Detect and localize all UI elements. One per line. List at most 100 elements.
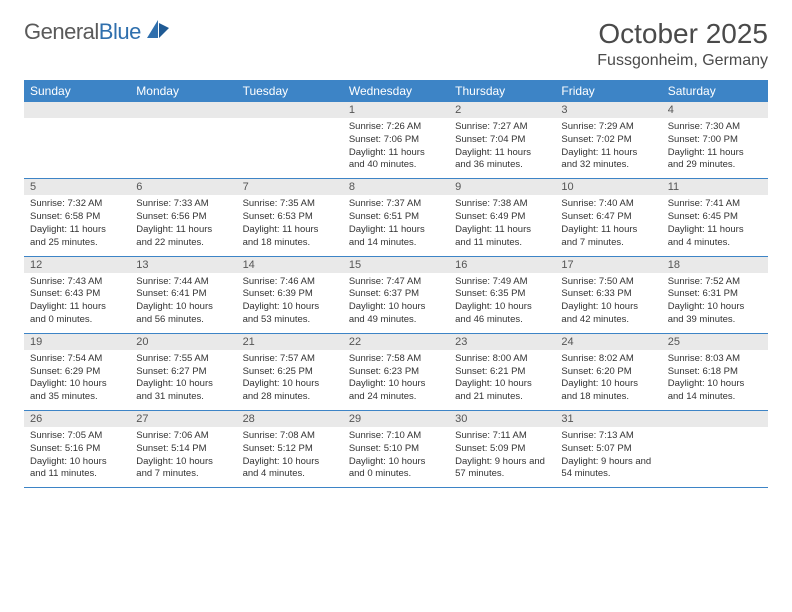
- day-number: 27: [130, 411, 236, 427]
- day-number: [130, 102, 236, 118]
- sunset-text: Sunset: 5:07 PM: [561, 443, 655, 456]
- day-cell: 16Sunrise: 7:49 AMSunset: 6:35 PMDayligh…: [449, 257, 555, 333]
- day-cell: 24Sunrise: 8:02 AMSunset: 6:20 PMDayligh…: [555, 334, 661, 410]
- sunrise-text: Sunrise: 8:03 AM: [668, 353, 762, 366]
- sunset-text: Sunset: 6:58 PM: [30, 211, 124, 224]
- sunset-text: Sunset: 6:27 PM: [136, 366, 230, 379]
- brand-word2: Blue: [99, 19, 141, 44]
- day-number: 28: [237, 411, 343, 427]
- sunset-text: Sunset: 6:29 PM: [30, 366, 124, 379]
- sunrise-text: Sunrise: 7:50 AM: [561, 276, 655, 289]
- day-cell: 27Sunrise: 7:06 AMSunset: 5:14 PMDayligh…: [130, 411, 236, 487]
- day-info: Sunrise: 8:03 AMSunset: 6:18 PMDaylight:…: [662, 350, 768, 410]
- weeks-container: 1Sunrise: 7:26 AMSunset: 7:06 PMDaylight…: [24, 102, 768, 488]
- day-number: 10: [555, 179, 661, 195]
- day-info: Sunrise: 7:35 AMSunset: 6:53 PMDaylight:…: [237, 195, 343, 255]
- week-row: 19Sunrise: 7:54 AMSunset: 6:29 PMDayligh…: [24, 334, 768, 411]
- sunset-text: Sunset: 6:43 PM: [30, 288, 124, 301]
- day-number: 5: [24, 179, 130, 195]
- day-cell: 21Sunrise: 7:57 AMSunset: 6:25 PMDayligh…: [237, 334, 343, 410]
- header: GeneralBlue October 2025 Fussgonheim, Ge…: [24, 18, 768, 70]
- daylight-text: Daylight: 11 hours and 4 minutes.: [668, 224, 762, 250]
- day-info: Sunrise: 7:37 AMSunset: 6:51 PMDaylight:…: [343, 195, 449, 255]
- sunrise-text: Sunrise: 7:26 AM: [349, 121, 443, 134]
- day-info: Sunrise: 7:33 AMSunset: 6:56 PMDaylight:…: [130, 195, 236, 255]
- weekday-header: Friday: [555, 80, 661, 102]
- sunset-text: Sunset: 6:25 PM: [243, 366, 337, 379]
- day-number: 13: [130, 257, 236, 273]
- day-number: 2: [449, 102, 555, 118]
- sunrise-text: Sunrise: 7:41 AM: [668, 198, 762, 211]
- day-cell: 14Sunrise: 7:46 AMSunset: 6:39 PMDayligh…: [237, 257, 343, 333]
- sunrise-text: Sunrise: 8:00 AM: [455, 353, 549, 366]
- day-cell: 19Sunrise: 7:54 AMSunset: 6:29 PMDayligh…: [24, 334, 130, 410]
- day-info: Sunrise: 7:05 AMSunset: 5:16 PMDaylight:…: [24, 427, 130, 487]
- day-cell: 1Sunrise: 7:26 AMSunset: 7:06 PMDaylight…: [343, 102, 449, 178]
- day-info: Sunrise: 8:00 AMSunset: 6:21 PMDaylight:…: [449, 350, 555, 410]
- day-info: Sunrise: 7:50 AMSunset: 6:33 PMDaylight:…: [555, 273, 661, 333]
- sunset-text: Sunset: 6:23 PM: [349, 366, 443, 379]
- daylight-text: Daylight: 11 hours and 40 minutes.: [349, 147, 443, 173]
- title-block: October 2025 Fussgonheim, Germany: [597, 18, 768, 70]
- daylight-text: Daylight: 11 hours and 11 minutes.: [455, 224, 549, 250]
- day-number: 24: [555, 334, 661, 350]
- sunrise-text: Sunrise: 7:08 AM: [243, 430, 337, 443]
- sunset-text: Sunset: 5:12 PM: [243, 443, 337, 456]
- daylight-text: Daylight: 10 hours and 0 minutes.: [349, 456, 443, 482]
- sunset-text: Sunset: 5:09 PM: [455, 443, 549, 456]
- day-info: Sunrise: 7:32 AMSunset: 6:58 PMDaylight:…: [24, 195, 130, 255]
- sunset-text: Sunset: 6:18 PM: [668, 366, 762, 379]
- day-number: 18: [662, 257, 768, 273]
- day-info: Sunrise: 7:43 AMSunset: 6:43 PMDaylight:…: [24, 273, 130, 333]
- daylight-text: Daylight: 10 hours and 56 minutes.: [136, 301, 230, 327]
- sunrise-text: Sunrise: 7:30 AM: [668, 121, 762, 134]
- day-info: Sunrise: 7:29 AMSunset: 7:02 PMDaylight:…: [555, 118, 661, 178]
- sunrise-text: Sunrise: 7:47 AM: [349, 276, 443, 289]
- sunrise-text: Sunrise: 7:05 AM: [30, 430, 124, 443]
- day-info: Sunrise: 7:30 AMSunset: 7:00 PMDaylight:…: [662, 118, 768, 178]
- day-number: 1: [343, 102, 449, 118]
- sunrise-text: Sunrise: 7:52 AM: [668, 276, 762, 289]
- sunset-text: Sunset: 6:39 PM: [243, 288, 337, 301]
- day-info: Sunrise: 7:46 AMSunset: 6:39 PMDaylight:…: [237, 273, 343, 333]
- calendar-grid: Sunday Monday Tuesday Wednesday Thursday…: [24, 80, 768, 488]
- day-info: Sunrise: 7:55 AMSunset: 6:27 PMDaylight:…: [130, 350, 236, 410]
- daylight-text: Daylight: 10 hours and 46 minutes.: [455, 301, 549, 327]
- sunset-text: Sunset: 5:10 PM: [349, 443, 443, 456]
- sunrise-text: Sunrise: 7:32 AM: [30, 198, 124, 211]
- day-info: [130, 118, 236, 168]
- day-cell: [130, 102, 236, 178]
- day-number: 21: [237, 334, 343, 350]
- day-number: 22: [343, 334, 449, 350]
- day-number: 8: [343, 179, 449, 195]
- week-row: 1Sunrise: 7:26 AMSunset: 7:06 PMDaylight…: [24, 102, 768, 179]
- day-cell: 5Sunrise: 7:32 AMSunset: 6:58 PMDaylight…: [24, 179, 130, 255]
- day-number: 9: [449, 179, 555, 195]
- brand-logo: GeneralBlue: [24, 18, 171, 45]
- sunrise-text: Sunrise: 7:49 AM: [455, 276, 549, 289]
- day-cell: 2Sunrise: 7:27 AMSunset: 7:04 PMDaylight…: [449, 102, 555, 178]
- day-info: Sunrise: 7:08 AMSunset: 5:12 PMDaylight:…: [237, 427, 343, 487]
- day-number: [237, 102, 343, 118]
- day-number: 15: [343, 257, 449, 273]
- day-number: 16: [449, 257, 555, 273]
- day-info: Sunrise: 7:54 AMSunset: 6:29 PMDaylight:…: [24, 350, 130, 410]
- sunset-text: Sunset: 6:47 PM: [561, 211, 655, 224]
- day-info: Sunrise: 7:57 AMSunset: 6:25 PMDaylight:…: [237, 350, 343, 410]
- day-number: 14: [237, 257, 343, 273]
- weekday-header: Saturday: [662, 80, 768, 102]
- location-label: Fussgonheim, Germany: [597, 52, 768, 70]
- day-number: 3: [555, 102, 661, 118]
- sunrise-text: Sunrise: 7:44 AM: [136, 276, 230, 289]
- daylight-text: Daylight: 10 hours and 18 minutes.: [561, 378, 655, 404]
- calendar-page: GeneralBlue October 2025 Fussgonheim, Ge…: [0, 0, 792, 506]
- day-number: 6: [130, 179, 236, 195]
- daylight-text: Daylight: 11 hours and 22 minutes.: [136, 224, 230, 250]
- sunrise-text: Sunrise: 7:54 AM: [30, 353, 124, 366]
- day-cell: 10Sunrise: 7:40 AMSunset: 6:47 PMDayligh…: [555, 179, 661, 255]
- day-number: 25: [662, 334, 768, 350]
- day-cell: 28Sunrise: 7:08 AMSunset: 5:12 PMDayligh…: [237, 411, 343, 487]
- day-number: 19: [24, 334, 130, 350]
- sunset-text: Sunset: 6:51 PM: [349, 211, 443, 224]
- week-row: 5Sunrise: 7:32 AMSunset: 6:58 PMDaylight…: [24, 179, 768, 256]
